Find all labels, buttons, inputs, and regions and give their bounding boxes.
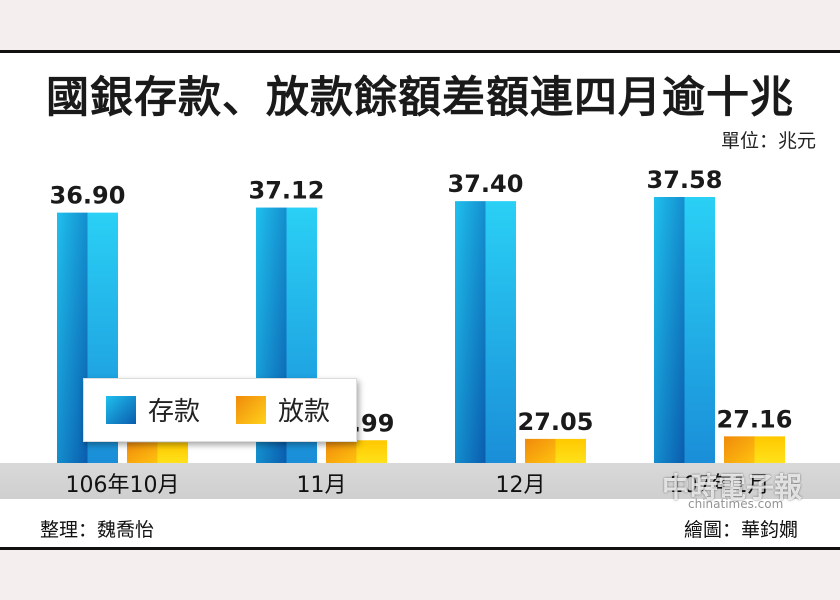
- value-label-deposit-3: 37.40: [448, 170, 524, 198]
- x-axis-band: [0, 463, 840, 499]
- bar-deposit-3: [455, 201, 486, 464]
- credit-compiler: 整理：魏喬怡: [40, 519, 155, 541]
- legend-label-deposit: 存款: [148, 397, 201, 427]
- watermark-logo: 中時電子報: [662, 471, 803, 504]
- chart-title: 國銀存款、放款餘額差額連四月逾十兆: [46, 73, 794, 123]
- value-label-deposit-2: 37.12: [249, 177, 325, 205]
- x-tick-label-3: 12月: [495, 473, 546, 498]
- legend: 存款 放款: [83, 378, 357, 442]
- bar-loan-3: [525, 438, 556, 463]
- value-label-deposit-4: 37.58: [647, 166, 723, 194]
- bar-loan-1-shade: [157, 442, 188, 463]
- bar-deposit-3-shade: [485, 201, 516, 464]
- bar-loan-3-shade: [555, 438, 586, 463]
- credit-illustrator: 繪圖：華鈞嫺: [683, 519, 798, 541]
- x-tick-label-1: 106年10月: [65, 473, 180, 498]
- value-label-loan-3: 27.05: [518, 408, 594, 436]
- bar-loan-4-shade: [754, 436, 785, 463]
- legend-swatch-deposit: [106, 396, 136, 424]
- bar-deposit-4: [654, 197, 685, 463]
- bar-loan-2: [326, 440, 357, 463]
- bar-deposit-1: [57, 212, 88, 463]
- bar-loan-2-shade: [356, 440, 387, 463]
- value-label-loan-4: 27.16: [717, 405, 793, 433]
- unit-label: 單位：兆元: [720, 130, 816, 152]
- bar-loan-1: [127, 442, 158, 463]
- x-tick-label-4: 107年1月: [669, 473, 770, 498]
- value-label-deposit-1: 36.90: [50, 182, 126, 210]
- legend-label-loan: 放款: [278, 397, 331, 427]
- x-tick-label-2: 11月: [296, 473, 347, 498]
- legend-swatch-loan: [236, 396, 266, 424]
- bar-loan-4: [724, 436, 755, 463]
- watermark-url: chinatimes.com: [688, 497, 784, 511]
- bar-deposit-4-shade: [684, 197, 715, 463]
